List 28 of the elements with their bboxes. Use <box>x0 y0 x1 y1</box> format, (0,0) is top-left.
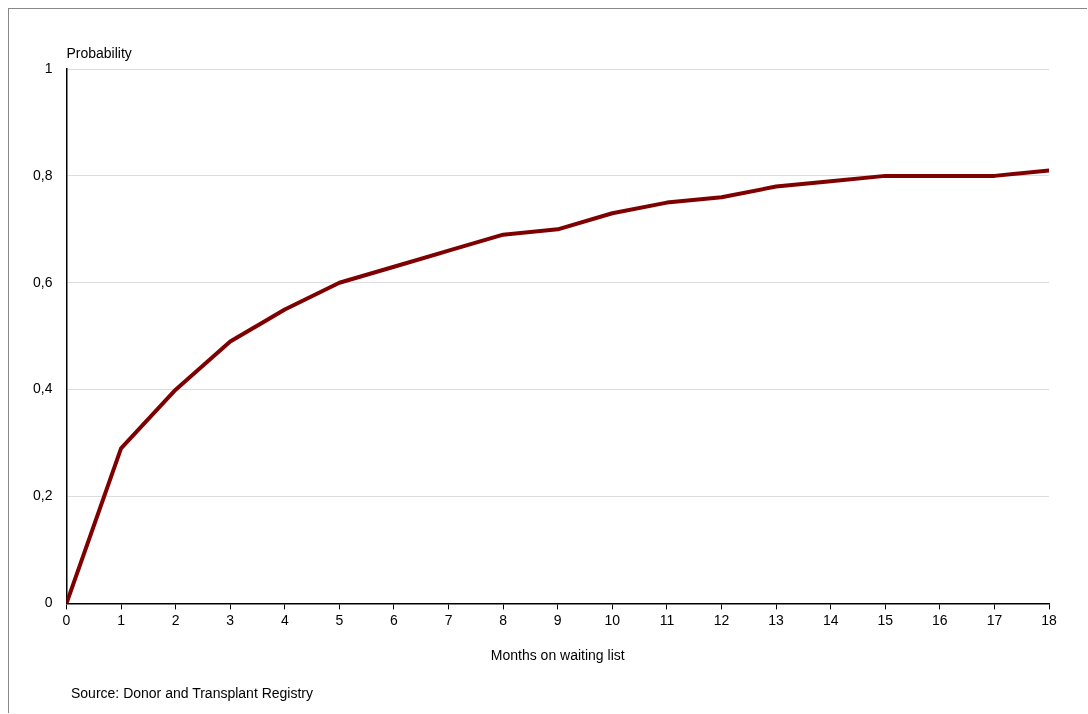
x-tick-label: 8 <box>499 611 508 628</box>
x-tick-label: 10 <box>604 611 621 628</box>
x-tick-label: 14 <box>822 611 839 628</box>
y-tick-label: 0,4 <box>32 380 53 397</box>
x-tick-label: 17 <box>986 611 1003 628</box>
x-tick-label: 1 <box>117 611 126 628</box>
y-tick-label: 0,6 <box>32 273 53 290</box>
x-tick-label: 18 <box>1041 611 1057 628</box>
x-tick-label: 16 <box>932 611 948 628</box>
x-axis-title: Months on waiting list <box>490 647 625 664</box>
y-axis-title: Probability <box>66 44 132 61</box>
x-tick-label: 15 <box>877 611 894 628</box>
x-tick-label: 7 <box>444 611 453 628</box>
x-tick-label: 4 <box>280 611 289 628</box>
x-tick-label: 13 <box>768 611 785 628</box>
y-tick-label: 1 <box>44 59 53 76</box>
x-tick-label: 11 <box>659 611 675 628</box>
x-tick-label: 2 <box>171 611 180 628</box>
source-note: Source: Donor and Transplant Registry <box>71 685 314 701</box>
x-tick-label: 0 <box>62 611 71 628</box>
y-tick-label: 0,8 <box>32 166 53 183</box>
x-tick-label: 9 <box>553 611 562 628</box>
y-tick-label: 0,2 <box>32 487 53 504</box>
x-tick-label: 5 <box>335 611 344 628</box>
x-tick-label: 6 <box>390 611 399 628</box>
x-tick-label: 3 <box>226 611 235 628</box>
y-tick-label: 0 <box>44 594 53 611</box>
x-tick-label: 12 <box>713 611 730 628</box>
